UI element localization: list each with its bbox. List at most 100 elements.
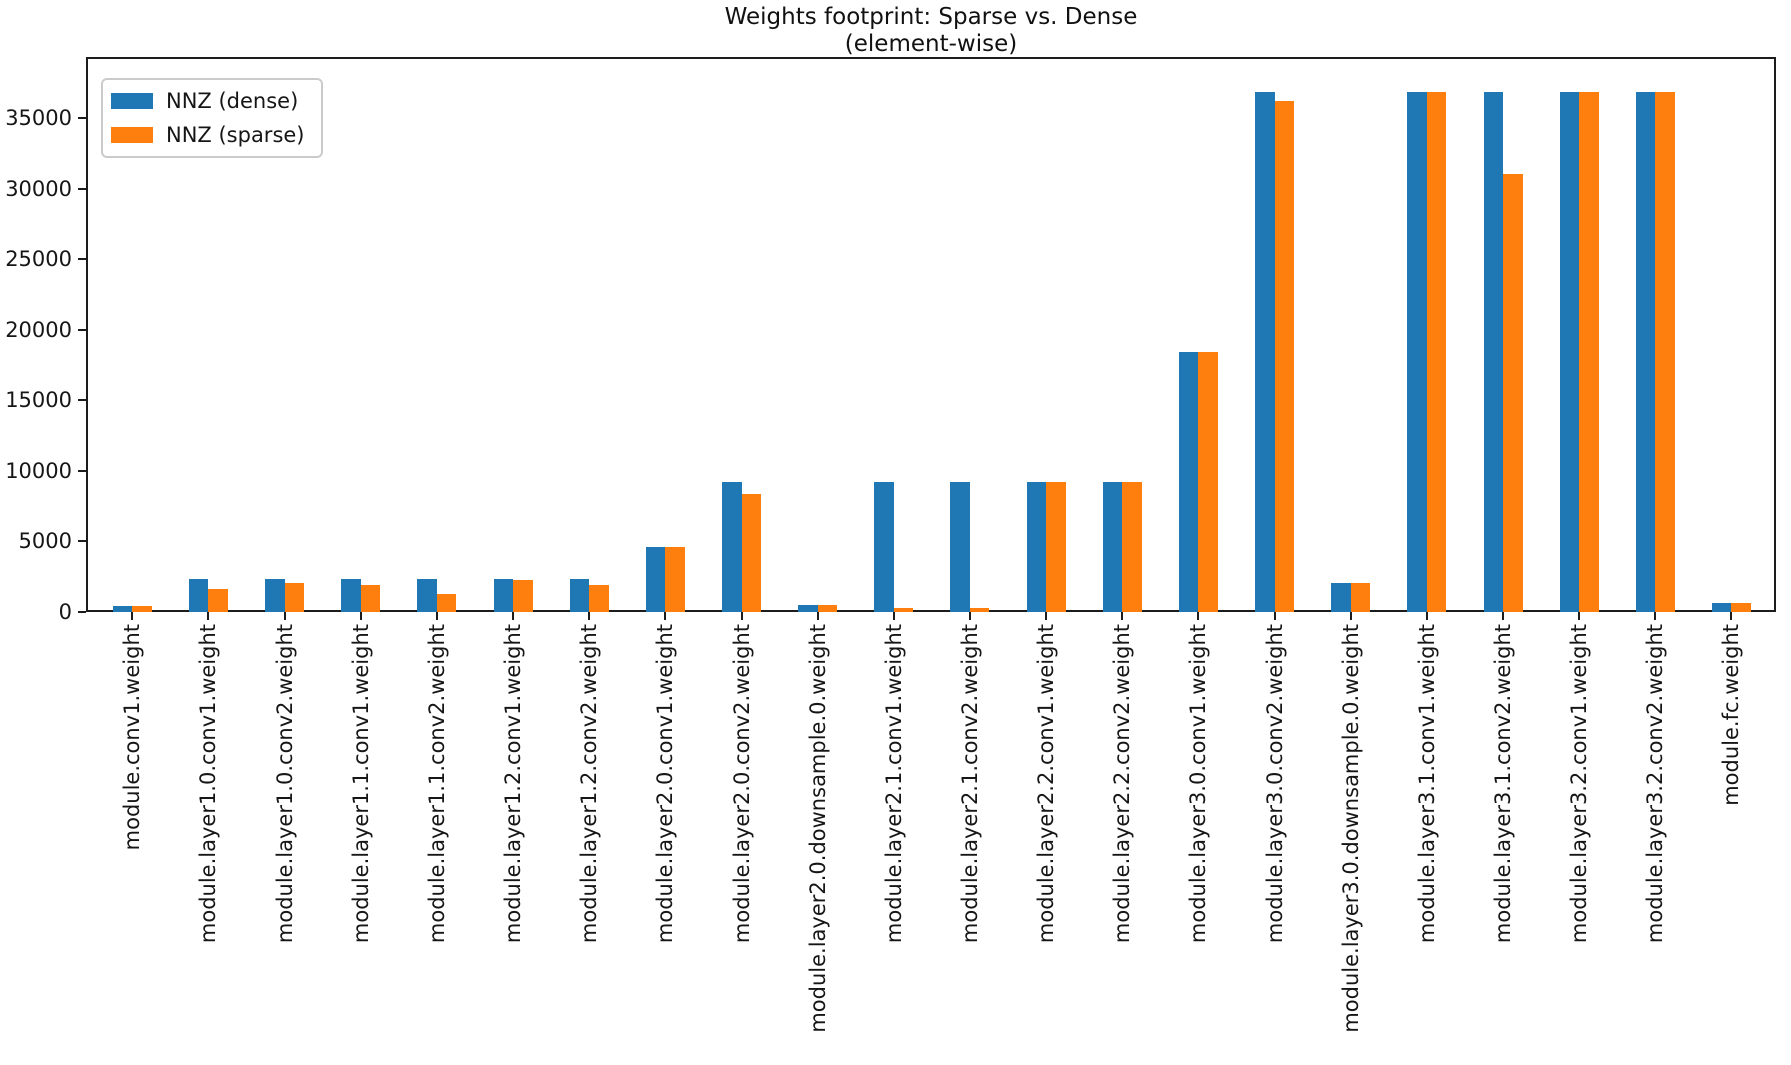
legend-item-dense: NNZ (dense) bbox=[111, 89, 305, 113]
bar-dense bbox=[417, 579, 437, 612]
bar-sparse bbox=[893, 607, 914, 612]
x-tick-label: module.layer2.1.conv2.weight bbox=[957, 624, 982, 944]
x-tick-mark bbox=[1121, 612, 1124, 620]
bar-dense bbox=[1407, 91, 1427, 612]
x-tick-label: module.layer2.0.conv2.weight bbox=[729, 624, 754, 944]
y-tick-label: 10000 bbox=[5, 458, 72, 483]
bar-sparse bbox=[1350, 583, 1371, 612]
y-tick-label: 15000 bbox=[5, 388, 72, 413]
y-tick-label: 5000 bbox=[18, 529, 72, 554]
bar-dense bbox=[1178, 351, 1199, 612]
bar-sparse bbox=[1503, 174, 1523, 612]
y-tick-mark bbox=[78, 611, 86, 613]
y-tick-label: 35000 bbox=[5, 106, 72, 130]
bar-sparse bbox=[1122, 481, 1142, 612]
x-tick-mark bbox=[359, 612, 362, 620]
bar-dense bbox=[645, 546, 666, 612]
bar-dense bbox=[798, 604, 818, 612]
x-tick-mark bbox=[588, 612, 591, 620]
bar-sparse bbox=[284, 583, 305, 612]
bar-sparse bbox=[969, 607, 990, 612]
legend-label-dense: NNZ (dense) bbox=[166, 89, 299, 113]
bar-sparse bbox=[1579, 91, 1599, 612]
x-tick-label: module.layer1.1.conv2.weight bbox=[424, 624, 449, 944]
bar-dense bbox=[1559, 91, 1580, 612]
bar-dense bbox=[1483, 91, 1503, 612]
bar-sparse bbox=[589, 585, 609, 612]
chart-title-line1: Weights footprint: Sparse vs. Dense bbox=[724, 4, 1138, 30]
bar-sparse bbox=[1274, 101, 1295, 612]
x-tick-label: module.layer1.1.conv1.weight bbox=[348, 624, 373, 944]
bar-sparse bbox=[513, 580, 533, 612]
y-tick-mark bbox=[78, 328, 86, 331]
bar-sparse bbox=[1198, 351, 1218, 612]
bar-sparse bbox=[1655, 91, 1675, 612]
x-tick-mark bbox=[1730, 612, 1733, 620]
x-tick-label: module.layer3.2.conv1.weight bbox=[1567, 624, 1592, 944]
x-tick-label: module.layer1.0.conv1.weight bbox=[196, 624, 221, 944]
x-tick-label: module.fc.weight bbox=[1719, 624, 1744, 806]
chart-title: Weights footprint: Sparse vs. Dense (ele… bbox=[86, 4, 1776, 58]
x-tick-mark bbox=[1349, 612, 1352, 620]
x-tick-label: module.layer2.0.downsample.0.weight bbox=[805, 624, 830, 1033]
x-tick-label: module.conv1.weight bbox=[120, 624, 145, 851]
y-tick-mark bbox=[78, 469, 86, 472]
x-tick-label: module.layer2.2.conv1.weight bbox=[1034, 624, 1059, 944]
x-tick-label: module.layer3.0.conv2.weight bbox=[1262, 624, 1287, 944]
y-tick-mark bbox=[78, 187, 86, 190]
x-tick-mark bbox=[1578, 612, 1581, 620]
bar-sparse bbox=[436, 593, 457, 612]
bar-dense bbox=[1635, 91, 1656, 612]
bar-dense bbox=[569, 579, 590, 612]
x-tick-mark bbox=[1502, 612, 1504, 620]
x-tick-label: module.layer2.0.conv1.weight bbox=[653, 624, 678, 944]
x-tick-label: module.layer3.2.conv2.weight bbox=[1643, 624, 1668, 944]
x-tick-label: module.layer1.0.conv2.weight bbox=[272, 624, 297, 944]
bar-dense bbox=[265, 579, 285, 612]
x-tick-mark bbox=[968, 612, 971, 620]
x-tick-mark bbox=[283, 612, 286, 620]
x-tick-mark bbox=[131, 612, 134, 620]
x-tick-mark bbox=[512, 612, 515, 620]
bar-sparse bbox=[665, 546, 685, 612]
x-tick-label: module.layer1.2.conv1.weight bbox=[501, 624, 526, 944]
y-tick-mark bbox=[78, 258, 86, 261]
bar-dense bbox=[1331, 583, 1351, 612]
y-tick-label: 30000 bbox=[5, 176, 72, 201]
y-tick-mark bbox=[78, 117, 86, 119]
x-tick-label: module.layer3.0.conv1.weight bbox=[1186, 624, 1211, 944]
bar-dense bbox=[1711, 602, 1732, 612]
bar-sparse bbox=[741, 494, 761, 612]
x-tick-mark bbox=[1045, 612, 1048, 620]
chart-title-line2: (element-wise) bbox=[844, 31, 1018, 57]
legend-swatch-sparse-icon bbox=[111, 127, 153, 143]
legend-swatch-dense-icon bbox=[111, 93, 153, 109]
x-tick-mark bbox=[892, 612, 895, 620]
y-tick-mark bbox=[78, 540, 86, 543]
bar-dense bbox=[950, 481, 970, 612]
x-tick-mark bbox=[1425, 612, 1428, 620]
legend: NNZ (dense) NNZ (sparse) bbox=[101, 78, 323, 158]
y-tick-mark bbox=[78, 399, 86, 402]
x-tick-label: module.layer3.1.conv1.weight bbox=[1414, 624, 1439, 944]
x-tick-label: module.layer2.2.conv2.weight bbox=[1110, 624, 1135, 944]
bar-sparse bbox=[132, 605, 152, 612]
x-tick-mark bbox=[1197, 612, 1200, 620]
bar-dense bbox=[722, 481, 742, 612]
legend-label-sparse: NNZ (sparse) bbox=[166, 123, 305, 147]
bar-dense bbox=[1255, 91, 1275, 612]
bar-dense bbox=[112, 605, 133, 612]
bar-dense bbox=[874, 481, 894, 612]
bar-sparse bbox=[360, 585, 381, 612]
x-tick-label: module.layer3.0.downsample.0.weight bbox=[1338, 624, 1363, 1033]
bar-dense bbox=[493, 579, 514, 612]
y-tick-label: 0 bbox=[58, 600, 72, 624]
bar-sparse bbox=[1046, 481, 1066, 612]
x-tick-mark bbox=[740, 612, 743, 620]
x-tick-mark bbox=[207, 612, 210, 620]
bar-sparse bbox=[1731, 602, 1751, 612]
y-tick-label: 20000 bbox=[5, 317, 72, 342]
bar-dense bbox=[341, 579, 361, 612]
bar-sparse bbox=[208, 589, 228, 612]
